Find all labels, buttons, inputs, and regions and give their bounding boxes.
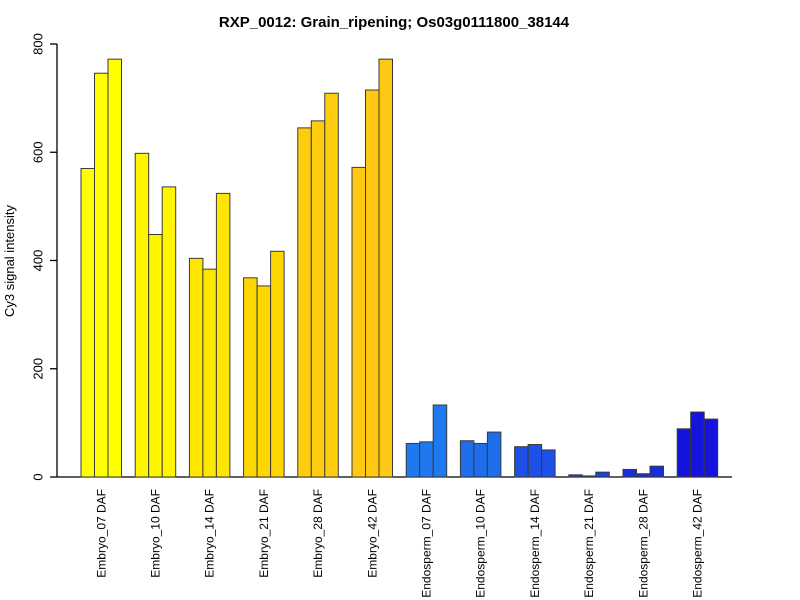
bar bbox=[419, 441, 434, 478]
bar bbox=[473, 442, 488, 478]
bar bbox=[568, 474, 583, 478]
bar bbox=[134, 152, 150, 478]
bar bbox=[378, 58, 393, 478]
bar bbox=[486, 431, 502, 478]
x-tick-label: Endosperm_10 DAF bbox=[474, 489, 488, 598]
bar bbox=[459, 440, 475, 478]
bar bbox=[676, 428, 692, 478]
x-tick-label: Embryo_42 DAF bbox=[365, 489, 379, 578]
bar bbox=[365, 89, 380, 478]
y-tick-label: 800 bbox=[31, 33, 46, 55]
bars bbox=[80, 58, 719, 478]
y-axis: 0 200 400 600 800 bbox=[31, 33, 58, 481]
x-tick-label: Endosperm_07 DAF bbox=[419, 489, 433, 598]
bar bbox=[310, 120, 326, 478]
x-tick-label: Embryo_14 DAF bbox=[203, 489, 217, 578]
bar bbox=[243, 277, 258, 478]
bar bbox=[351, 166, 366, 478]
bar bbox=[432, 404, 448, 478]
bar bbox=[595, 471, 610, 478]
chart-title: RXP_0012: Grain_ripening; Os03g0111800_3… bbox=[219, 14, 570, 31]
x-tick-label: Endosperm_14 DAF bbox=[528, 489, 542, 598]
bar bbox=[541, 449, 556, 478]
bar bbox=[270, 250, 285, 478]
bar bbox=[80, 167, 95, 478]
x-tick-label: Embryo_10 DAF bbox=[148, 489, 162, 578]
bar bbox=[107, 58, 122, 478]
x-tick-labels: Embryo_07 DAF Embryo_10 DAF Embryo_14 DAF E… bbox=[94, 489, 704, 598]
bar bbox=[324, 92, 339, 478]
bar bbox=[649, 465, 664, 478]
x-tick-label: Endosperm_42 DAF bbox=[690, 489, 704, 598]
x-tick-label: Embryo_07 DAF bbox=[94, 489, 108, 578]
bar bbox=[405, 442, 421, 478]
bar bbox=[215, 192, 231, 478]
y-tick-label: 200 bbox=[31, 358, 46, 380]
bar bbox=[202, 268, 217, 478]
y-tick-label: 600 bbox=[31, 141, 46, 163]
bar bbox=[256, 285, 272, 478]
bar bbox=[514, 446, 529, 478]
bar bbox=[188, 257, 204, 478]
y-tick-label: 400 bbox=[31, 250, 46, 272]
x-tick-label: Embryo_21 DAF bbox=[257, 489, 271, 578]
bar bbox=[581, 475, 597, 478]
x-tick-label: Endosperm_28 DAF bbox=[636, 489, 650, 598]
bar bbox=[148, 234, 163, 478]
bar bbox=[703, 418, 719, 478]
x-tick-label: Endosperm_21 DAF bbox=[582, 489, 596, 598]
bar bbox=[527, 444, 543, 478]
x-tick-label: Embryo_28 DAF bbox=[311, 489, 325, 578]
bar bbox=[636, 473, 651, 478]
y-tick-label: 0 bbox=[31, 473, 46, 480]
bar bbox=[94, 72, 109, 478]
bar bbox=[622, 468, 637, 478]
bar bbox=[297, 127, 312, 478]
y-axis-label: Cy3 signal intensity bbox=[2, 205, 17, 317]
bar bbox=[690, 411, 705, 478]
bar bbox=[161, 186, 177, 478]
